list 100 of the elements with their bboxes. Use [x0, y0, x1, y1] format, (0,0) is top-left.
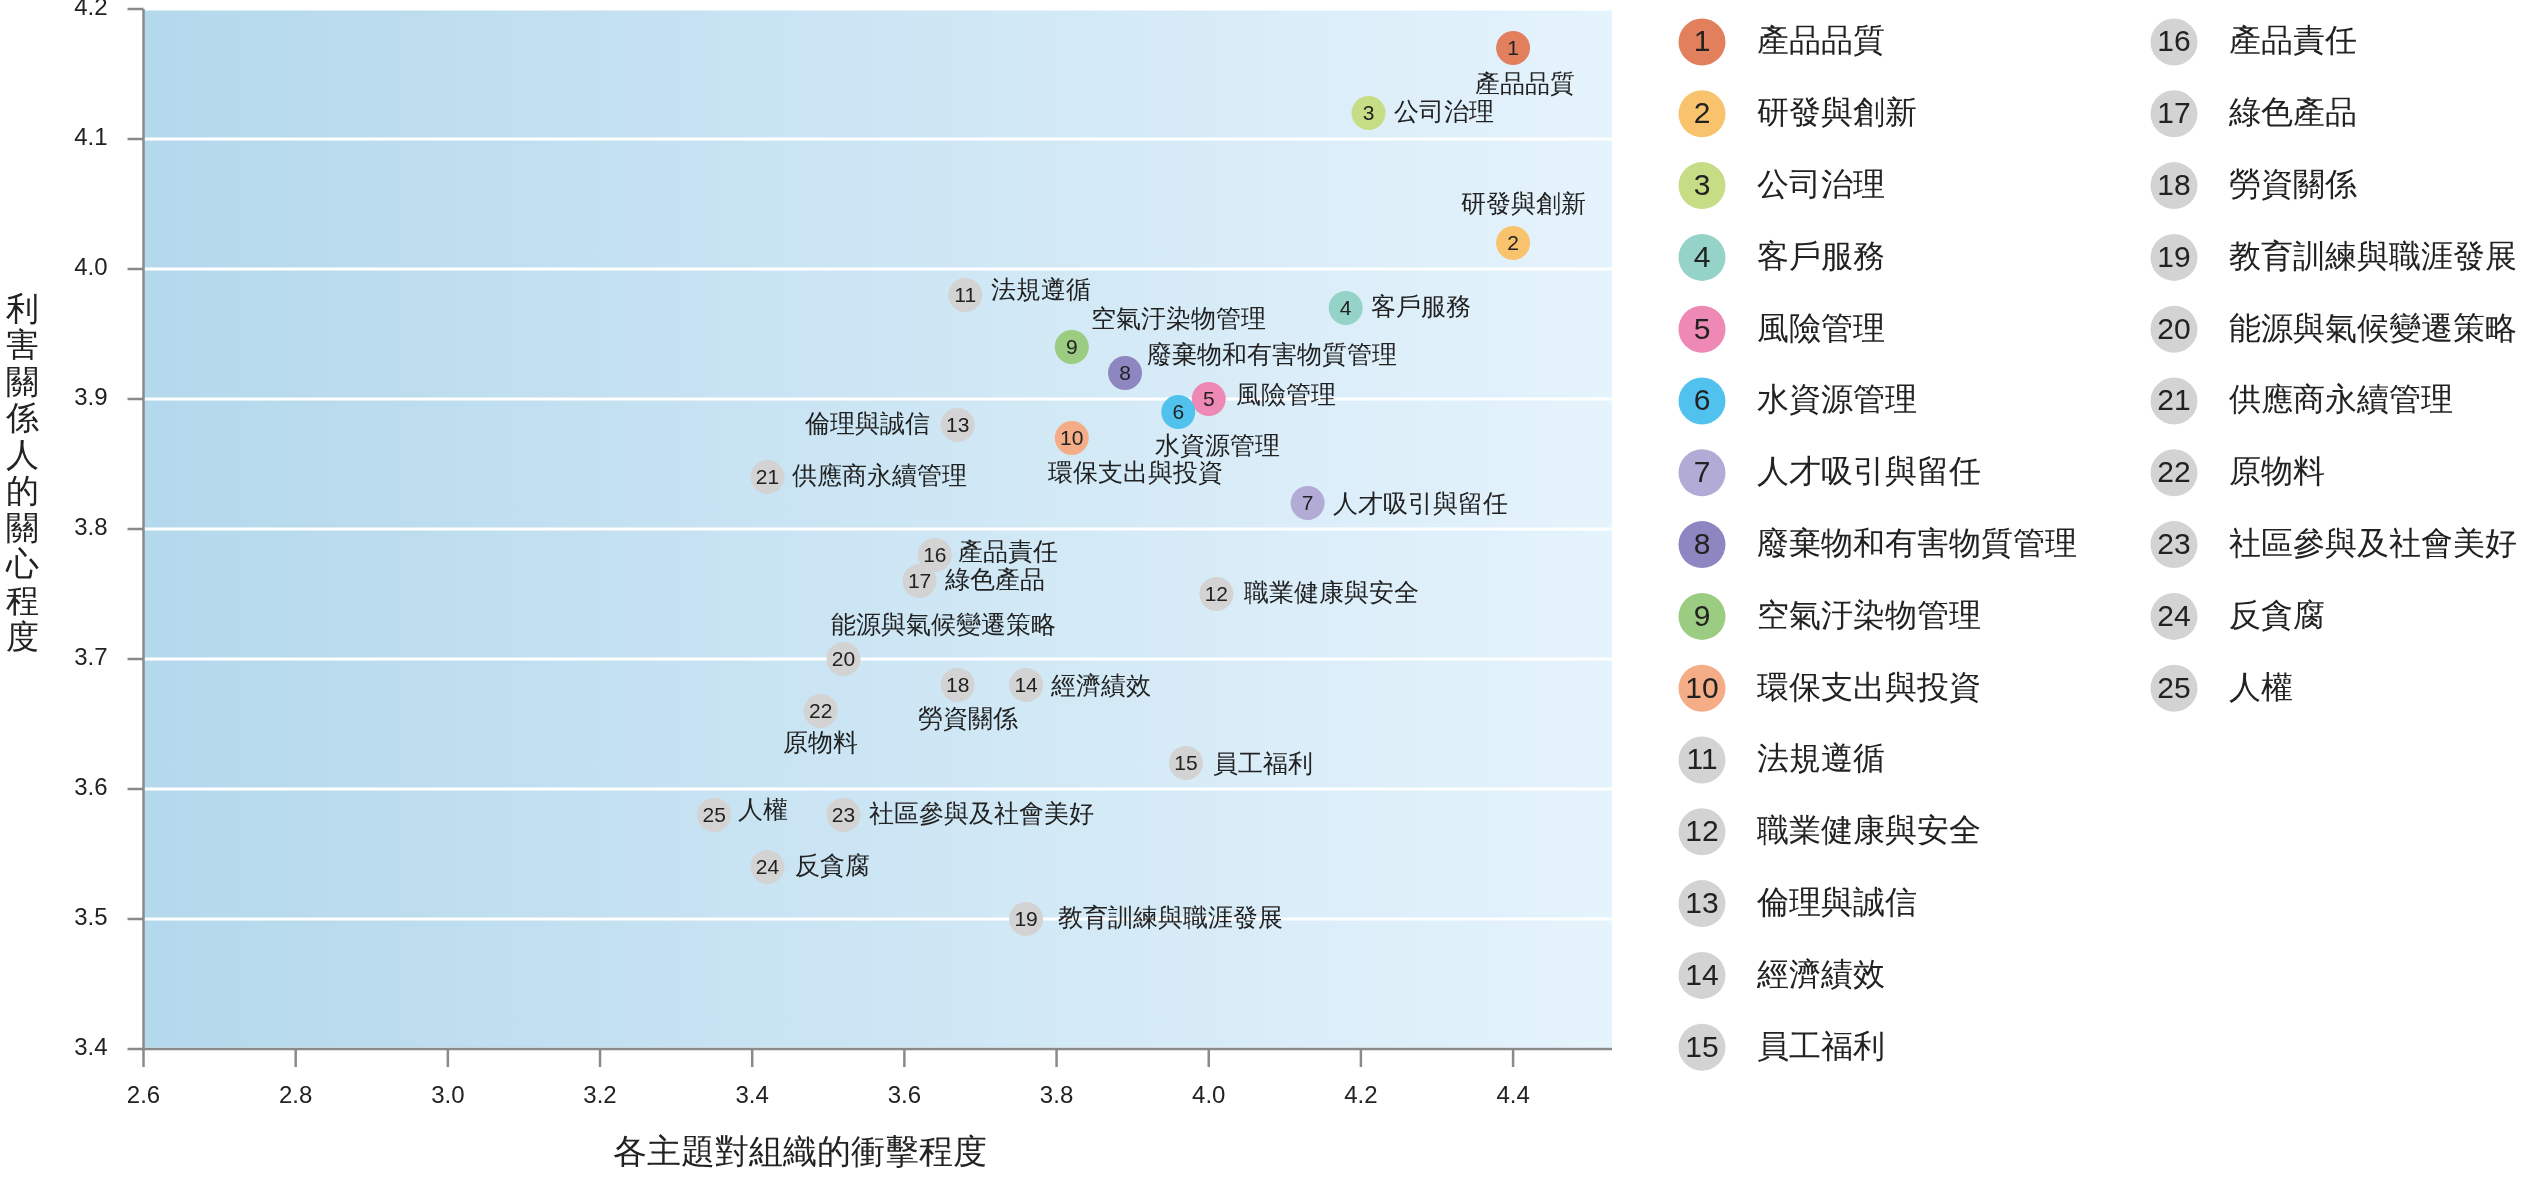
annotation: 25 — [702, 802, 726, 826]
legend-swatch: 8 — [1678, 521, 1726, 569]
legend-label: 能源與氣候變遷策略 — [2229, 309, 2517, 346]
legend-label: 產品責任 — [2229, 22, 2357, 59]
legend-label: 空氣汙染物管理 — [1757, 596, 1981, 633]
legend-label: 供應商永續管理 — [2229, 381, 2453, 418]
point-name: 研發與創新 — [1460, 188, 1586, 217]
y-tick-label: 3.8 — [74, 513, 108, 541]
y-tick-label: 3.9 — [74, 383, 108, 411]
annotation: 11 — [954, 282, 977, 306]
legend-label: 人才吸引與留任 — [1757, 453, 1981, 490]
annotation: 16 — [923, 542, 947, 566]
annotation: 8 — [1119, 360, 1131, 384]
legend-swatch: 9 — [1678, 592, 1726, 640]
annotation: 1 — [1507, 35, 1519, 59]
legend-label: 風險管理 — [1757, 309, 1885, 346]
annotation: 5 — [1202, 386, 1215, 410]
legend-label: 倫理與誠信 — [1757, 884, 1917, 921]
point-name: 反貪腐 — [795, 850, 871, 879]
annotation: 14 — [1014, 672, 1039, 696]
legend-label: 產品品質 — [1757, 22, 1885, 59]
annotation: 18 — [945, 672, 970, 696]
x-tick-label: 3.4 — [735, 1081, 769, 1109]
legend-swatch: 10 — [1678, 664, 1726, 712]
legend-swatch: 4 — [1678, 233, 1726, 281]
annotation: 6 — [1172, 399, 1185, 423]
legend-label: 法規遵循 — [1757, 740, 1885, 777]
legend-label: 水資源管理 — [1757, 381, 1917, 418]
x-tick-label: 3.0 — [431, 1081, 465, 1109]
x-tick-label: 3.8 — [1039, 1081, 1074, 1109]
point-name: 人才吸引與留任 — [1332, 488, 1508, 517]
legend-swatch: 19 — [2150, 233, 2198, 281]
point-name: 水資源管理 — [1154, 430, 1280, 459]
annotation: 21 — [755, 464, 780, 488]
legend-label: 員工福利 — [1757, 1027, 1885, 1064]
y-tick-label: 3.6 — [74, 773, 108, 801]
legend-swatch: 20 — [2150, 305, 2198, 353]
annotation: 3 — [1362, 100, 1375, 124]
x-axis-title: 各主題對組織的衝擊程度 — [612, 1132, 987, 1170]
x-tick-label: 2.6 — [126, 1081, 161, 1109]
point-name: 員工福利 — [1212, 748, 1313, 777]
y-tick-label: 4.1 — [74, 123, 108, 151]
point-name: 經濟績效 — [1051, 670, 1152, 699]
point-name: 教育訓練與職涯發展 — [1058, 902, 1284, 931]
annotation: 24 — [755, 854, 780, 878]
annotation: 19 — [1014, 906, 1038, 930]
point-name: 風險管理 — [1235, 379, 1336, 408]
x-tick-label: 3.6 — [887, 1081, 922, 1109]
y-tick-label: 4.0 — [74, 253, 108, 281]
legend-swatch: 2 — [1678, 90, 1726, 138]
annotation: 20 — [831, 646, 856, 670]
annotation: 2 — [1507, 230, 1519, 254]
legend-swatch: 7 — [1678, 449, 1726, 497]
annotation: 10 — [1060, 425, 1084, 449]
point-name: 廢棄物和有害物質管理 — [1147, 339, 1398, 368]
annotation: 9 — [1065, 334, 1078, 358]
legend-label: 教育訓練與職涯發展 — [2229, 237, 2517, 274]
point-name: 能源與氣候變遷策略 — [831, 609, 1056, 638]
annotation: 15 — [1174, 750, 1198, 774]
point-name: 環保支出與投資 — [1048, 457, 1224, 486]
legend-swatch: 1 — [1678, 18, 1726, 66]
legend-swatch: 16 — [2150, 18, 2198, 66]
legend-swatch: 23 — [2150, 521, 2198, 569]
legend-label: 反貪腐 — [2229, 596, 2325, 633]
legend-swatch: 24 — [2150, 592, 2198, 640]
legend-swatch: 22 — [2150, 449, 2198, 497]
legend-swatch: 13 — [1678, 880, 1726, 928]
point-name: 人權 — [738, 794, 789, 823]
point-name: 公司治理 — [1393, 96, 1494, 125]
point-name: 勞資關係 — [917, 703, 1018, 732]
y-tick-label: 3.7 — [74, 643, 108, 671]
y-tick-label: 3.5 — [74, 903, 108, 931]
legend-label: 廢棄物和有害物質管理 — [1757, 525, 2077, 562]
y-axis-title: 利害關係人的關心程度 — [5, 289, 39, 655]
point-name: 法規遵循 — [991, 274, 1092, 303]
point-name: 產品品質 — [1475, 68, 1576, 97]
legend-swatch: 11 — [1678, 736, 1726, 784]
legend-label: 人權 — [2229, 668, 2293, 705]
legend-swatch: 18 — [2150, 162, 2198, 210]
point-name: 空氣汙染物管理 — [1090, 303, 1266, 332]
x-tick-label: 4.2 — [1344, 1081, 1378, 1109]
point-name: 倫理與誠信 — [804, 408, 930, 437]
legend-swatch: 12 — [1678, 808, 1726, 856]
point-name: 原物料 — [783, 727, 859, 756]
legend-swatch: 21 — [2150, 377, 2198, 425]
legend-label: 經濟績效 — [1757, 955, 1885, 992]
point-name: 供應商永續管理 — [792, 460, 968, 489]
point-name: 職業健康與安全 — [1244, 577, 1420, 606]
x-tick-label: 3.2 — [583, 1081, 617, 1109]
legend-swatch: 5 — [1678, 305, 1726, 353]
annotation: 22 — [809, 698, 833, 722]
y-tick-label: 3.4 — [74, 1033, 108, 1061]
legend-swatch: 3 — [1678, 162, 1726, 210]
x-tick-label: 4.0 — [1192, 1081, 1226, 1109]
x-tick-label: 2.8 — [279, 1081, 313, 1109]
legend-label: 公司治理 — [1757, 166, 1885, 203]
annotation: 23 — [831, 802, 856, 826]
annotation: 12 — [1204, 581, 1229, 605]
legend-label: 社區參與及社會美好 — [2229, 525, 2517, 562]
x-tick-label: 4.4 — [1496, 1081, 1530, 1109]
